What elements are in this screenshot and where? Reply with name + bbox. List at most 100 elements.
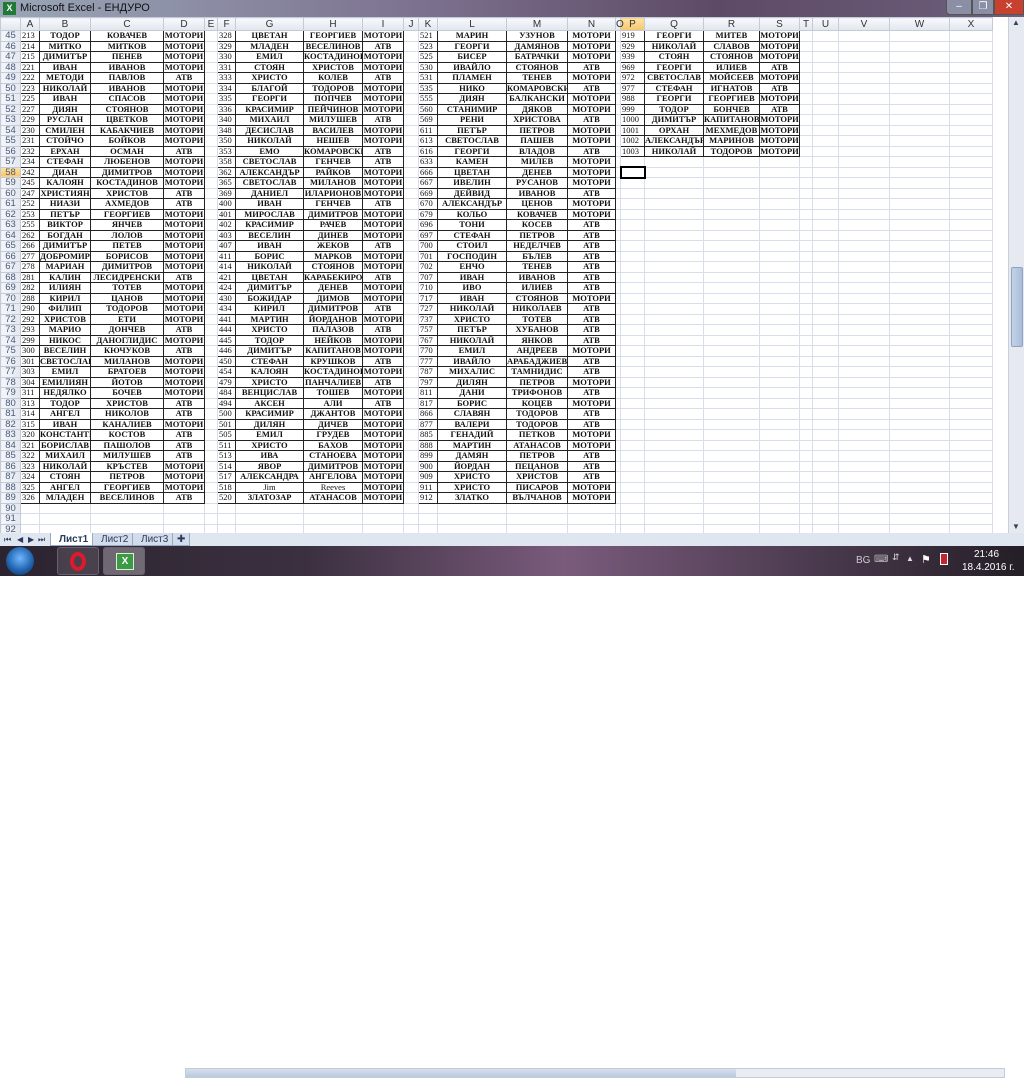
cell-I59[interactable]: МОТОРИ (362, 177, 404, 189)
cell-A56[interactable]: 232 (20, 145, 40, 157)
cell-R60[interactable] (703, 187, 760, 199)
cell-F64[interactable]: 403 (217, 229, 236, 241)
cell-Q89[interactable] (644, 492, 704, 504)
cell-B91[interactable] (39, 513, 91, 525)
cell-Q56[interactable]: НИКОЛАЙ (644, 145, 704, 157)
cell-V45[interactable] (838, 30, 890, 42)
cell-X62[interactable] (949, 208, 993, 220)
cell-W79[interactable] (889, 387, 950, 399)
cell-P60[interactable] (620, 187, 645, 199)
cell-W72[interactable] (889, 313, 950, 325)
cell-J82[interactable] (403, 418, 419, 430)
cell-W92[interactable] (889, 523, 950, 533)
cell-X53[interactable] (949, 114, 993, 126)
cell-L53[interactable]: РЕНИ (437, 114, 507, 126)
cell-D71[interactable]: МОТОРИ (163, 303, 205, 315)
cell-P90[interactable] (620, 502, 645, 514)
cell-H73[interactable]: ПАЛАЗОВ (303, 324, 363, 336)
cell-V74[interactable] (838, 334, 890, 346)
cell-M47[interactable]: БАТРАЧКИ (506, 51, 568, 63)
cell-K53[interactable]: 569 (418, 114, 438, 126)
cell-H62[interactable]: ДИМИТРОВ (303, 208, 363, 220)
cell-E78[interactable] (204, 376, 218, 388)
cell-P64[interactable] (620, 229, 645, 241)
cell-H81[interactable]: ДЖАНТОВ (303, 408, 363, 420)
cell-D74[interactable]: МОТОРИ (163, 334, 205, 346)
cell-L76[interactable]: ИВАЙЛО (437, 355, 507, 367)
cell-M71[interactable]: НИКОЛАЕВ (506, 303, 568, 315)
cell-T78[interactable] (799, 376, 813, 388)
cell-N91[interactable] (567, 513, 616, 525)
cell-D86[interactable]: МОТОРИ (163, 460, 205, 472)
cell-W49[interactable] (889, 72, 950, 84)
cell-V67[interactable] (838, 261, 890, 273)
cell-D83[interactable]: АТВ (163, 429, 205, 441)
cell-H74[interactable]: НЕЙКОВ (303, 334, 363, 346)
cell-P80[interactable] (620, 397, 645, 409)
column-header-M[interactable]: M (506, 17, 568, 31)
row-header[interactable]: 71 (0, 303, 21, 315)
cell-G61[interactable]: ИВАН (235, 198, 304, 210)
cell-J60[interactable] (403, 187, 419, 199)
cell-U78[interactable] (812, 376, 839, 388)
cell-C55[interactable]: БОЙКОВ (90, 135, 164, 147)
row-header[interactable]: 84 (0, 439, 21, 451)
cell-X54[interactable] (949, 124, 993, 136)
cell-I77[interactable]: МОТОРИ (362, 366, 404, 378)
cell-K46[interactable]: 523 (418, 40, 438, 52)
cell-A63[interactable]: 255 (20, 219, 40, 231)
cell-F58[interactable]: 362 (217, 166, 236, 178)
cell-P67[interactable] (620, 261, 645, 273)
cell-A49[interactable]: 222 (20, 72, 40, 84)
cell-C90[interactable] (90, 502, 164, 514)
cell-L89[interactable]: ЗЛАТКО (437, 492, 507, 504)
cell-H71[interactable]: ДИМИТРОВ (303, 303, 363, 315)
cell-G53[interactable]: МИХАИЛ (235, 114, 304, 126)
cell-T77[interactable] (799, 366, 813, 378)
cell-I49[interactable]: АТВ (362, 72, 404, 84)
cell-Q92[interactable] (644, 523, 704, 533)
cell-V75[interactable] (838, 345, 890, 357)
cell-K92[interactable] (418, 523, 438, 533)
cell-I89[interactable]: МОТОРИ (362, 492, 404, 504)
cell-K91[interactable] (418, 513, 438, 525)
cell-A74[interactable]: 299 (20, 334, 40, 346)
cell-W54[interactable] (889, 124, 950, 136)
cell-B84[interactable]: БОРИСЛАВ (39, 439, 91, 451)
cell-H78[interactable]: ПАНЧАЛИЕВ (303, 376, 363, 388)
column-header-I[interactable]: I (362, 17, 404, 31)
cell-V52[interactable] (838, 103, 890, 115)
cell-V68[interactable] (838, 271, 890, 283)
cell-V48[interactable] (838, 61, 890, 73)
cell-M91[interactable] (506, 513, 568, 525)
cell-D67[interactable]: МОТОРИ (163, 261, 205, 273)
cell-T54[interactable] (799, 124, 813, 136)
cell-U74[interactable] (812, 334, 839, 346)
cell-P57[interactable] (620, 156, 645, 168)
cell-Q50[interactable]: СТЕФАН (644, 82, 704, 94)
cell-X92[interactable] (949, 523, 993, 533)
cell-V76[interactable] (838, 355, 890, 367)
cell-K57[interactable]: 633 (418, 156, 438, 168)
cell-C71[interactable]: ТОДОРОВ (90, 303, 164, 315)
cell-Q81[interactable] (644, 408, 704, 420)
cell-U47[interactable] (812, 51, 839, 63)
cell-T92[interactable] (799, 523, 813, 533)
cell-C76[interactable]: МИЛАНОВ (90, 355, 164, 367)
cell-S57[interactable] (759, 156, 800, 168)
cell-V70[interactable] (838, 292, 890, 304)
cell-B72[interactable]: ХРИСТОВ (39, 313, 91, 325)
cell-T52[interactable] (799, 103, 813, 115)
cell-H68[interactable]: КАРАБЕКИРОВ (303, 271, 363, 283)
cell-P72[interactable] (620, 313, 645, 325)
cell-Q71[interactable] (644, 303, 704, 315)
cell-V85[interactable] (838, 450, 890, 462)
cell-U52[interactable] (812, 103, 839, 115)
cell-B82[interactable]: ИВАН (39, 418, 91, 430)
cell-M82[interactable]: ТОДОРОВ (506, 418, 568, 430)
cell-U45[interactable] (812, 30, 839, 42)
cell-K74[interactable]: 767 (418, 334, 438, 346)
cell-W52[interactable] (889, 103, 950, 115)
cell-S55[interactable]: МОТОРИ (759, 135, 800, 147)
cell-I67[interactable]: МОТОРИ (362, 261, 404, 273)
